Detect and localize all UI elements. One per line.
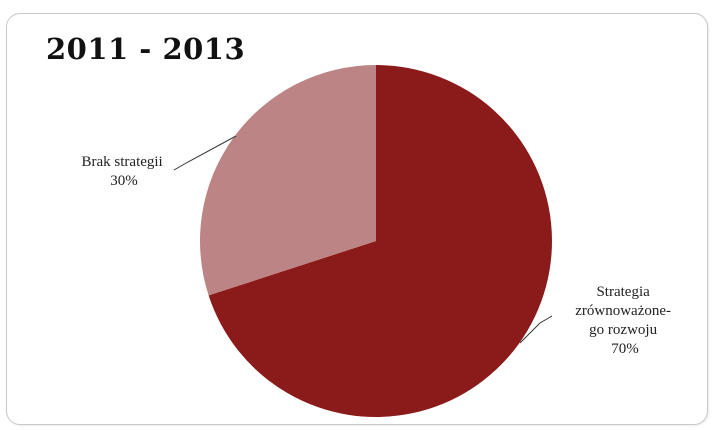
label-brak-strategii: Brak strategii 30% <box>82 154 167 189</box>
pie-slice-brak-strategii <box>199 64 376 296</box>
chart-title: 2011 - 2013 <box>46 32 246 66</box>
label-strategia: Strategia zrównoważone- go rozwoju 70% <box>575 284 675 357</box>
leader-line-brak-strategii <box>173 135 237 171</box>
leader-line-strategia <box>519 315 553 344</box>
pie-slice-strategia <box>208 65 552 418</box>
